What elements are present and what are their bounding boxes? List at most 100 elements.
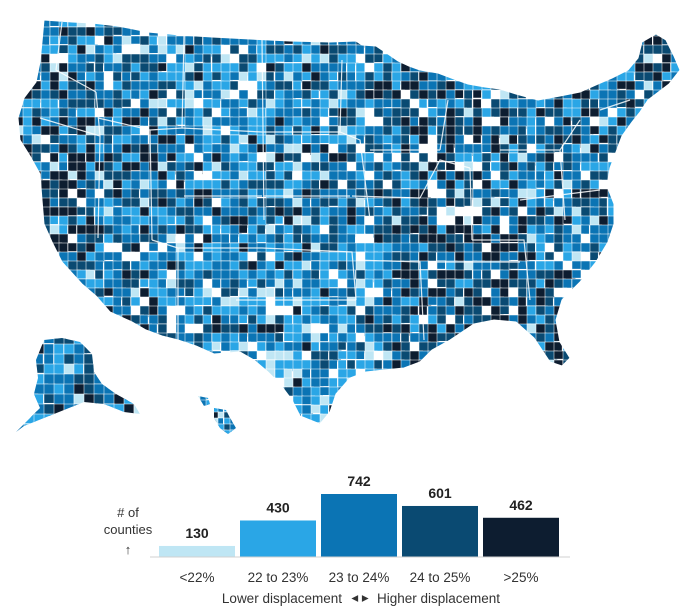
county-cell [184, 422, 195, 424]
county-cell [517, 62, 531, 74]
county-cell [205, 399, 212, 409]
county-cell [553, 377, 566, 390]
county-cell [373, 197, 385, 207]
county-cell [364, 404, 374, 417]
county-cell [427, 413, 439, 423]
county-cell [217, 399, 227, 408]
county-cell [274, 215, 284, 225]
county-cell [199, 405, 211, 416]
county-cell [607, 314, 618, 328]
county-cell [112, 260, 124, 270]
county-cell [49, 35, 59, 45]
county-cell [436, 278, 447, 288]
county-cell [526, 260, 536, 271]
county-cell [199, 417, 211, 427]
county-cell [571, 323, 584, 335]
county-cell [661, 161, 675, 171]
county-cell [625, 188, 640, 200]
county-cell [166, 386, 176, 397]
county-cell [49, 323, 63, 337]
county-cell [18, 80, 25, 91]
county-cell [94, 314, 108, 328]
county-cell [661, 422, 673, 424]
county-cell [517, 80, 530, 90]
county-cell [481, 341, 494, 352]
county-cell [22, 233, 36, 246]
county-cell [661, 341, 673, 352]
county-cell [184, 350, 195, 362]
county-cell [133, 393, 140, 404]
county-cell [535, 377, 547, 387]
county-cell [679, 341, 680, 355]
county-cell [22, 197, 32, 208]
county-cell [346, 395, 356, 406]
county-cell [679, 395, 680, 406]
county-cell [472, 305, 483, 317]
county-cell [553, 134, 565, 146]
county-cell [199, 411, 206, 418]
county-cell [409, 35, 419, 49]
county-cell [364, 413, 375, 424]
county-cell [40, 260, 53, 274]
county-cell [643, 197, 655, 208]
county-cell [670, 71, 680, 86]
county-cell [598, 305, 611, 316]
county-cell [661, 215, 672, 227]
county-cell [670, 242, 680, 255]
county-cell [400, 188, 412, 198]
county-cell [679, 368, 680, 378]
county-cell [652, 179, 662, 191]
county-cell [31, 341, 41, 354]
county-cell [562, 116, 572, 126]
county-cell [166, 413, 179, 424]
county-cell [265, 296, 275, 306]
county-cell [63, 338, 76, 346]
county-cell [144, 404, 154, 418]
county-cell [643, 269, 653, 281]
county-cell [256, 233, 268, 243]
county-cell [508, 20, 518, 28]
county-cell [157, 395, 168, 406]
county-cell [166, 233, 176, 243]
county-cell [481, 395, 494, 409]
county-cell [571, 305, 583, 316]
county-cell [643, 323, 654, 334]
county-cell [373, 53, 383, 63]
county-cell [202, 368, 216, 381]
county-cell [607, 404, 618, 418]
county-cell [382, 323, 393, 333]
county-cell [508, 125, 520, 136]
county-cell [58, 233, 69, 244]
county-cell [454, 44, 467, 56]
county-cell [373, 332, 384, 344]
county-cell [607, 359, 621, 370]
county-cell [508, 359, 520, 371]
county-cell [373, 377, 386, 391]
county-cell [18, 53, 27, 67]
county-cell [391, 287, 403, 298]
county-cell [571, 71, 585, 84]
county-cell [391, 20, 401, 28]
county-cell [211, 71, 223, 81]
county-cell [265, 20, 278, 32]
bar-value-label-1: 430 [266, 499, 290, 515]
county-cell [292, 98, 302, 108]
county-cell [670, 314, 680, 326]
county-cell [670, 341, 680, 355]
county-cell [22, 44, 33, 54]
county-cell [247, 368, 259, 379]
county-cell [256, 20, 267, 28]
county-cell [580, 296, 592, 308]
county-cell [346, 71, 356, 82]
county-cell [112, 377, 125, 387]
county-cell [643, 251, 653, 261]
county-cell [589, 395, 600, 406]
county-cell [679, 62, 680, 73]
county-cell [562, 35, 572, 49]
county-cell [22, 305, 36, 319]
county-cell [670, 323, 680, 337]
county-cell [130, 422, 141, 424]
county-cell [94, 359, 106, 369]
county-cell [310, 323, 322, 333]
county-cell [31, 197, 42, 209]
